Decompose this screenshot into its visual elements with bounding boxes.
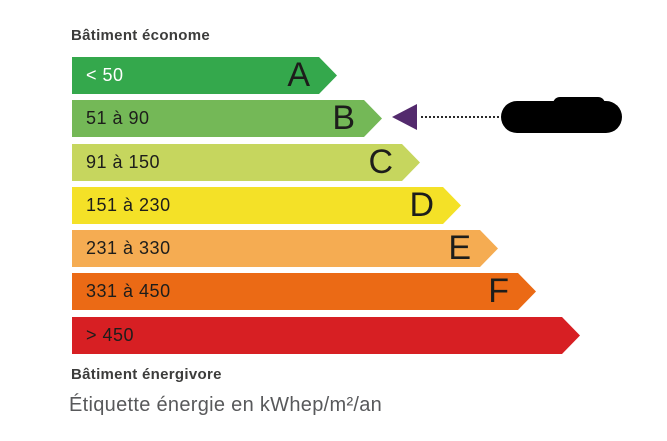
energy-bar-e: 231 à 330 E [72,229,480,268]
energy-bar-row-f: 331 à 450 F [72,272,580,311]
economical-building-label: Bâtiment économe [71,27,210,44]
energy-bar-d: 151 à 230 D [72,185,443,224]
energy-bar-row-e: 231 à 330 E [72,229,580,268]
range-label: 331 à 450 [86,281,171,302]
energy-bar-c: 91 à 150 C [72,142,402,181]
class-letter: E [448,229,471,268]
class-letter: B [332,99,355,138]
range-label: 231 à 330 [86,238,171,259]
energy-bar-a: < 50 A [72,57,319,94]
class-pointer-arrow-icon [392,104,417,130]
bar-arrow-tip-shape [319,57,337,94]
range-label: 91 à 150 [86,151,161,172]
range-label: < 50 [86,65,124,85]
class-letter: C [368,142,393,181]
range-label: 151 à 230 [86,194,171,215]
bar-arrow-tip-shape [402,143,420,181]
class-letter: A [287,56,310,94]
bar-arrow-tip-icon [562,316,580,354]
bar-arrow-tip-icon [443,186,461,224]
energy-bar-f: 331 à 450 F [72,272,518,311]
bar-arrow-tip-icon [402,143,420,181]
energy-intensive-building-label: Bâtiment énergivore [71,366,222,383]
bar-arrow-tip-icon [480,230,498,268]
energy-bar-row-g: > 450 [72,316,580,354]
bar-arrow-tip-shape [518,273,536,311]
energy-scale: < 50 A 51 à 90 B 91 à 150 C 151 à 230 D [72,57,580,360]
range-label: 51 à 90 [86,108,150,129]
bar-arrow-tip-shape [364,100,382,138]
range-label: > 450 [86,324,135,345]
bar-arrow-tip-icon [364,100,382,138]
bar-arrow-tip-shape [443,186,461,224]
class-letter: D [409,185,434,224]
bar-arrow-tip-shape [480,230,498,268]
pointer-dotted-line [421,116,499,118]
energy-bar-row-c: 91 à 150 C [72,142,580,181]
class-letter: F [488,272,509,311]
bar-arrow-tip-icon [319,57,337,94]
energy-bar-row-a: < 50 A [72,57,580,94]
redaction-blob [501,97,622,133]
chart-caption: Étiquette énergie en kWhep/m²/an [69,394,383,416]
energy-bar-g: > 450 [72,316,562,354]
energy-bar-b: 51 à 90 B [72,99,364,138]
bar-arrow-tip-icon [518,273,536,311]
energy-bar-row-b: 51 à 90 B [72,99,580,138]
bar-arrow-tip-shape [562,316,580,354]
energy-bar-row-d: 151 à 230 D [72,185,580,224]
